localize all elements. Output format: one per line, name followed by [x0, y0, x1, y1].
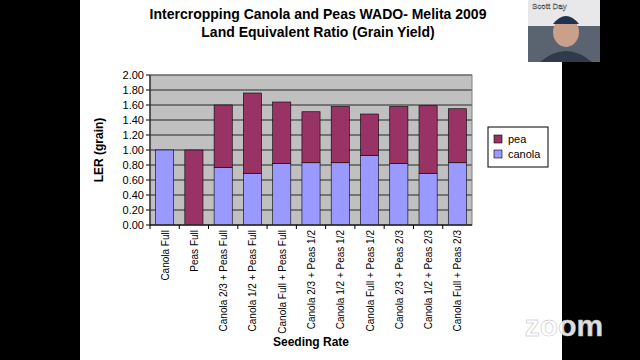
grid-line — [150, 90, 472, 91]
webcam-body — [540, 51, 592, 62]
x-tick — [237, 225, 238, 229]
legend-label: pea — [508, 133, 527, 145]
tick-label: 0.20 — [123, 204, 144, 216]
bar — [214, 105, 232, 167]
category-label: Canola Full + Peas Full — [277, 230, 288, 334]
legend-swatch — [494, 135, 502, 143]
webcam-face — [553, 17, 579, 47]
background — [0, 0, 640, 360]
legend-label: canola — [508, 148, 541, 160]
category-label: Canola 2/3 + Peas 2/3 — [394, 230, 405, 330]
tick — [146, 195, 150, 196]
x-tick — [354, 225, 355, 229]
legend-swatch — [494, 150, 502, 158]
plot-frame — [150, 75, 472, 225]
bar — [448, 109, 466, 163]
x-tick — [384, 225, 385, 229]
slide — [80, 0, 562, 360]
watermark: zoom — [525, 309, 603, 342]
tick — [146, 75, 150, 76]
plot-area — [150, 75, 472, 225]
category-label: Canola Full + Peas 2/3 — [452, 230, 463, 332]
tick — [146, 120, 150, 121]
y-axis-label: LER (grain) — [92, 118, 106, 183]
bar — [156, 150, 174, 225]
tick — [146, 210, 150, 211]
category-label: Peas Full — [189, 230, 200, 272]
bar — [243, 173, 261, 225]
x-tick — [413, 225, 414, 229]
x-axis-label: Seeding Rate — [273, 335, 349, 349]
bar — [360, 114, 378, 155]
grid-line — [150, 105, 472, 106]
x-tick — [296, 225, 297, 229]
legend — [488, 127, 548, 167]
bar — [273, 102, 291, 164]
tick-label: 0.40 — [123, 189, 144, 201]
tick-label: 1.40 — [123, 114, 144, 126]
x-tick — [208, 225, 209, 229]
tick-label: 1.60 — [123, 99, 144, 111]
bar — [390, 107, 408, 164]
category-label: Canola 1/2 + Peas 2/3 — [423, 230, 434, 330]
tick — [146, 90, 150, 91]
tick-label: 0.80 — [123, 159, 144, 171]
bars — [156, 93, 467, 225]
tick-label: 0.00 — [123, 219, 144, 231]
webcam-wall — [528, 0, 600, 26]
bar — [185, 150, 203, 225]
tick-label: 2.00 — [123, 69, 144, 81]
bar — [419, 173, 437, 225]
bar — [156, 150, 174, 151]
category-label: Canola 2/3 + Peas Full — [218, 230, 229, 331]
bar — [273, 164, 291, 226]
x-tick — [325, 225, 326, 229]
category-label: Canola 1/2 + Peas 1/2 — [335, 230, 346, 330]
category-label: Canola Full — [160, 230, 171, 281]
bar — [448, 163, 466, 225]
bar — [302, 112, 320, 163]
bar — [331, 163, 349, 225]
x-axis — [150, 225, 472, 226]
bar — [419, 106, 437, 174]
category-label: Canola Full + Peas 1/2 — [365, 230, 376, 332]
screen: Intercropping Canola and Peas WADO- Meli… — [0, 0, 640, 360]
y-axis — [150, 75, 151, 225]
bar — [390, 164, 408, 226]
bar — [360, 155, 378, 225]
bar — [214, 167, 232, 225]
x-tick — [267, 225, 268, 229]
grid-line — [150, 225, 472, 226]
tick — [146, 165, 150, 166]
category-label: Canola 2/3 + Peas 1/2 — [306, 230, 317, 330]
category-label: Canola 1/2 + Peas Full — [247, 230, 258, 331]
webcam-cap — [553, 16, 579, 24]
x-tick — [442, 225, 443, 229]
tick — [146, 105, 150, 106]
bar — [331, 107, 349, 163]
subtitle: Land Equivalent Ratio (Grain Yield) — [201, 24, 434, 40]
tick-label: 0.60 — [123, 174, 144, 186]
bar — [302, 163, 320, 225]
tick — [146, 225, 150, 226]
x-tick — [150, 225, 151, 229]
x-tick — [179, 225, 180, 229]
tick — [146, 135, 150, 136]
tick — [146, 150, 150, 151]
tick-label: 1.20 — [123, 129, 144, 141]
webcam — [528, 0, 600, 62]
tick-label: 1.00 — [123, 144, 144, 156]
tick-label: 1.80 — [123, 84, 144, 96]
bar — [243, 93, 261, 173]
tick — [146, 180, 150, 181]
title: Intercropping Canola and Peas WADO- Meli… — [150, 6, 487, 22]
presenter-name: Scott Day — [532, 2, 567, 11]
